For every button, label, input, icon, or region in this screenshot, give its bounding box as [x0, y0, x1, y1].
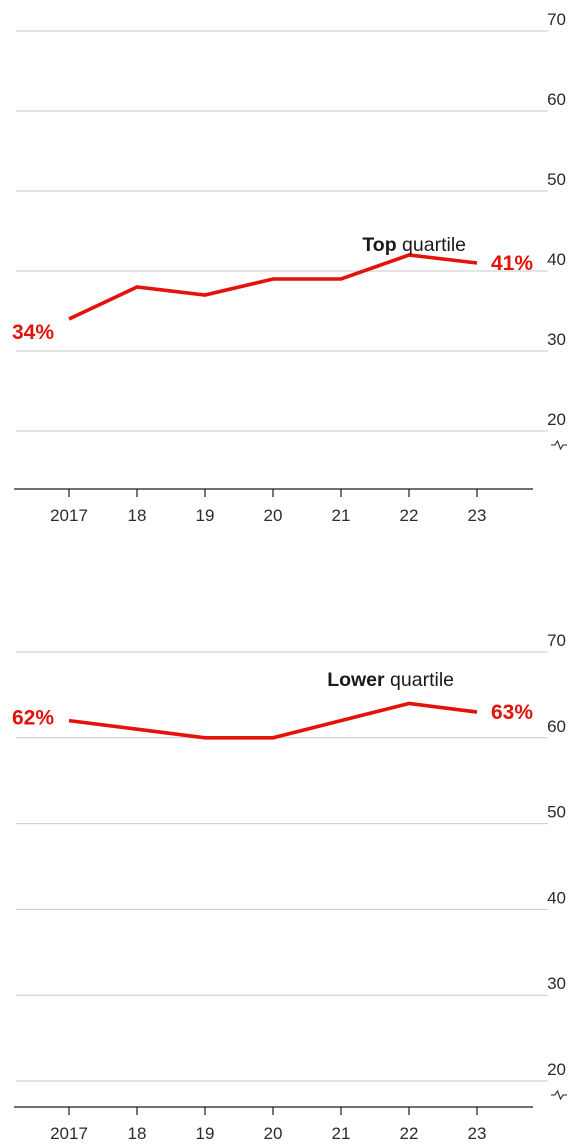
y-tick-label: 50 [547, 170, 566, 189]
y-tick-label: 50 [547, 803, 566, 822]
top-quartile-panel: 70 60 50 40 30 20 2017 18 19 20 21 22 23 34% 41% Top qu… [12, 10, 567, 525]
panel-title-rest: quartile [397, 234, 466, 256]
y-tick-label: 40 [547, 888, 566, 907]
panel-title-rest: quartile [385, 669, 454, 691]
y-tick-label: 30 [547, 330, 566, 349]
end-value-label: 41% [491, 252, 533, 275]
x-tick-label: 20 [264, 506, 283, 525]
x-tick-label: 22 [400, 1124, 419, 1143]
x-tick-label: 20 [264, 1124, 283, 1143]
x-tick-label: 23 [468, 1124, 487, 1143]
y-tick-label: 60 [547, 717, 566, 736]
y-tick-label: 20 [547, 410, 566, 429]
panel-title-bold: Lower [327, 669, 385, 691]
start-value-label: 62% [12, 707, 54, 730]
y-tick-label: 70 [547, 10, 566, 29]
x-tick-label: 2017 [50, 1124, 88, 1143]
start-value-label: 34% [12, 321, 54, 344]
x-tick-label: 2017 [50, 506, 88, 525]
axis-break-icon [551, 439, 567, 451]
x-tick-label: 18 [128, 506, 147, 525]
y-tick-label: 60 [547, 90, 566, 109]
axis-break-icon [551, 1089, 567, 1101]
x-tick-label: 23 [468, 506, 487, 525]
x-tick-label: 21 [332, 1124, 351, 1143]
series-line [68, 253, 478, 321]
y-tick-label: 30 [547, 974, 566, 993]
lower-quartile-panel: 70 60 50 40 30 20 2017 18 19 20 21 22 23 62% 63% Lower … [12, 631, 567, 1143]
x-tick-label: 21 [332, 506, 351, 525]
x-tick-label: 18 [128, 1124, 147, 1143]
x-tick-label: 19 [196, 506, 215, 525]
x-tick-label: 19 [196, 1124, 215, 1143]
end-value-label: 63% [491, 701, 533, 724]
y-tick-label: 20 [547, 1060, 566, 1079]
series-line [68, 701, 478, 740]
x-tick-label: 22 [400, 506, 419, 525]
panel-title: Top quartile [362, 234, 466, 256]
panel-title: Lower quartile [327, 669, 454, 691]
y-tick-label: 70 [547, 631, 566, 650]
y-tick-label: 40 [547, 250, 566, 269]
panel-title-bold: Top [362, 234, 396, 256]
